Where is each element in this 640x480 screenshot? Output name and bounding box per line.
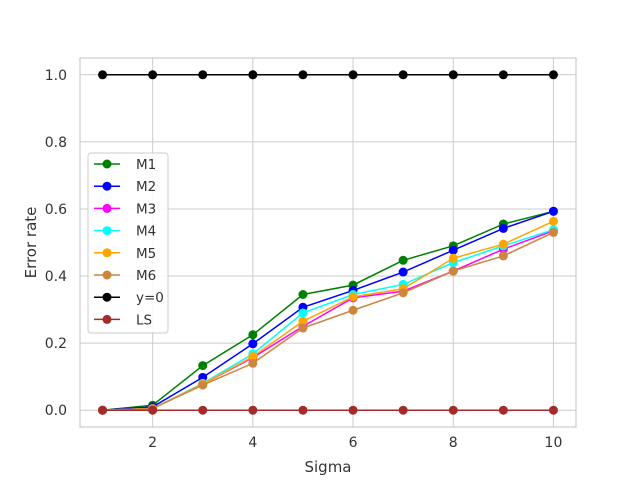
data-point [498, 70, 508, 80]
y-tick-label: 0.2 [45, 336, 67, 352]
data-point [498, 239, 508, 249]
data-point [298, 405, 308, 415]
data-point [448, 70, 458, 80]
data-point [248, 405, 258, 415]
data-point [448, 253, 458, 263]
x-tick-label: 8 [449, 435, 458, 451]
legend-label: M3 [136, 201, 156, 217]
x-tick-label: 2 [148, 435, 157, 451]
data-point [398, 267, 408, 277]
series-line [102, 210, 554, 411]
legend: M1 M2 M3 M4 M5 M6 y=0 LS [87, 152, 169, 334]
data-point [298, 316, 308, 326]
data-point [248, 352, 258, 362]
data-point [448, 245, 458, 255]
data-point [98, 70, 108, 80]
data-point [548, 70, 558, 80]
legend-swatch-marker [102, 314, 112, 324]
data-point [298, 70, 308, 80]
legend-swatch-marker [102, 292, 112, 302]
legend-swatch-marker [102, 226, 112, 236]
x-tick-label: 4 [248, 435, 257, 451]
y-tick-label: 0.4 [45, 269, 67, 285]
data-point [448, 405, 458, 415]
x-axis-label: Sigma [304, 458, 351, 476]
plot-frame [79, 57, 577, 428]
data-point [398, 405, 408, 415]
data-point [298, 289, 308, 299]
legend-item: y=0 [94, 290, 164, 306]
data-point [148, 405, 158, 415]
data-point [498, 223, 508, 233]
data-point [198, 70, 208, 80]
data-point [348, 70, 358, 80]
series-y=0 [98, 70, 558, 80]
legend-swatch-marker [102, 248, 112, 258]
tick-labels: 2 4 6 8 10 0.0 0.2 0.4 0.6 0.8 1.0 [45, 68, 563, 451]
data-point [548, 206, 558, 216]
legend-swatch-marker [102, 159, 112, 169]
legend-label: M4 [136, 224, 156, 240]
data-point [548, 216, 558, 226]
legend-item: M3 [94, 201, 156, 217]
data-point [298, 323, 308, 333]
y-tick-label: 1.0 [45, 68, 67, 84]
data-point [348, 292, 358, 302]
data-point [198, 361, 208, 371]
legend-box [87, 152, 169, 334]
data-point [348, 405, 358, 415]
legend-swatch-marker [102, 270, 112, 280]
legend-swatch-marker [102, 181, 112, 191]
legend-item: LS [94, 312, 152, 328]
legend-label: y=0 [136, 290, 164, 306]
data-point [498, 405, 508, 415]
data-point [148, 70, 158, 80]
data-point [498, 251, 508, 261]
data-point [248, 339, 258, 349]
series-line [102, 231, 554, 411]
data-point [248, 70, 258, 80]
legend-label: M5 [136, 246, 156, 262]
y-tick-label: 0.8 [45, 135, 67, 151]
data-point [248, 330, 258, 340]
y-axis-label: Error rate [22, 207, 40, 279]
legend-swatch-marker [102, 203, 112, 213]
data-point [548, 227, 558, 237]
data-point [548, 405, 558, 415]
series-layer [98, 70, 558, 415]
legend-item: M4 [94, 224, 156, 240]
data-point [198, 405, 208, 415]
series-LS [98, 405, 558, 415]
legend-item: M6 [94, 268, 156, 284]
data-point [448, 266, 458, 276]
data-point [98, 405, 108, 415]
y-tick-label: 0.0 [45, 403, 67, 419]
legend-label: LS [136, 312, 152, 328]
legend-label: M1 [136, 157, 156, 173]
y-tick-label: 0.6 [45, 202, 67, 218]
data-point [398, 70, 408, 80]
legend-label: M2 [136, 179, 156, 195]
data-point [198, 380, 208, 390]
legend-item: M5 [94, 246, 156, 262]
data-point [248, 358, 258, 368]
data-point [398, 255, 408, 265]
legend-item: M1 [94, 157, 156, 173]
x-tick-label: 10 [545, 435, 563, 451]
legend-label: M6 [136, 268, 156, 284]
series-line [102, 210, 554, 411]
legend-item: M2 [94, 179, 156, 195]
data-point [298, 308, 308, 318]
data-point [398, 288, 408, 298]
x-tick-label: 6 [349, 435, 358, 451]
data-point [348, 305, 358, 315]
